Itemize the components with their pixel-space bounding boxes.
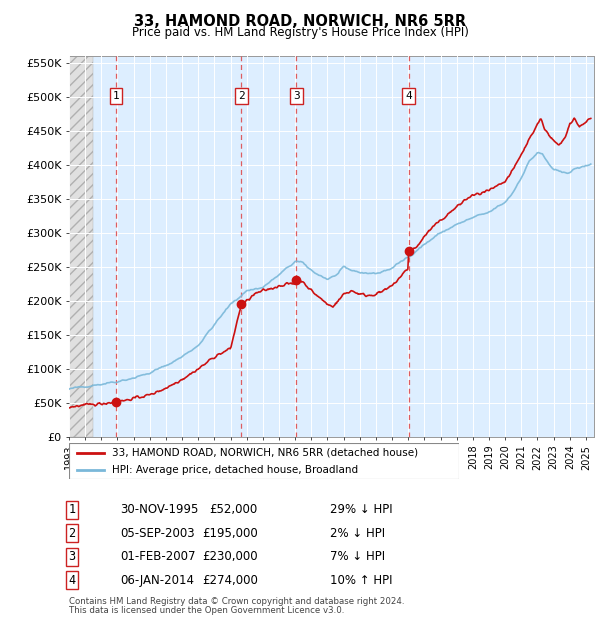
Text: £195,000: £195,000 (202, 527, 258, 539)
Text: 2: 2 (238, 91, 245, 101)
Text: 06-JAN-2014: 06-JAN-2014 (120, 574, 194, 587)
Text: £230,000: £230,000 (202, 551, 258, 563)
Text: £274,000: £274,000 (202, 574, 258, 587)
Text: 05-SEP-2003: 05-SEP-2003 (120, 527, 194, 539)
Text: 33, HAMOND ROAD, NORWICH, NR6 5RR (detached house): 33, HAMOND ROAD, NORWICH, NR6 5RR (detac… (112, 448, 418, 458)
Text: 7% ↓ HPI: 7% ↓ HPI (330, 551, 385, 563)
Text: HPI: Average price, detached house, Broadland: HPI: Average price, detached house, Broa… (112, 464, 358, 475)
Text: 10% ↑ HPI: 10% ↑ HPI (330, 574, 392, 587)
Text: Price paid vs. HM Land Registry's House Price Index (HPI): Price paid vs. HM Land Registry's House … (131, 26, 469, 39)
Bar (69, 56, 93, 437)
Text: 1: 1 (68, 503, 76, 516)
Text: 3: 3 (293, 91, 300, 101)
Text: Contains HM Land Registry data © Crown copyright and database right 2024.: Contains HM Land Registry data © Crown c… (69, 597, 404, 606)
Text: 30-NOV-1995: 30-NOV-1995 (120, 503, 199, 516)
Text: 4: 4 (68, 574, 76, 587)
Text: 1: 1 (113, 91, 119, 101)
Text: £52,000: £52,000 (210, 503, 258, 516)
Text: This data is licensed under the Open Government Licence v3.0.: This data is licensed under the Open Gov… (69, 606, 344, 615)
Text: 2: 2 (68, 527, 76, 539)
Text: 3: 3 (68, 551, 76, 563)
Text: 2% ↓ HPI: 2% ↓ HPI (330, 527, 385, 539)
Text: 4: 4 (405, 91, 412, 101)
Text: 33, HAMOND ROAD, NORWICH, NR6 5RR: 33, HAMOND ROAD, NORWICH, NR6 5RR (134, 14, 466, 29)
Text: 01-FEB-2007: 01-FEB-2007 (120, 551, 196, 563)
Text: 29% ↓ HPI: 29% ↓ HPI (330, 503, 392, 516)
FancyBboxPatch shape (69, 443, 459, 479)
